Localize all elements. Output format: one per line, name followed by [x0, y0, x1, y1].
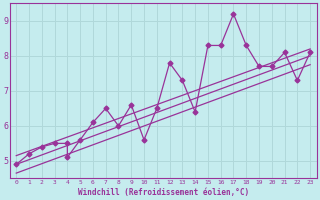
- X-axis label: Windchill (Refroidissement éolien,°C): Windchill (Refroidissement éolien,°C): [78, 188, 249, 197]
